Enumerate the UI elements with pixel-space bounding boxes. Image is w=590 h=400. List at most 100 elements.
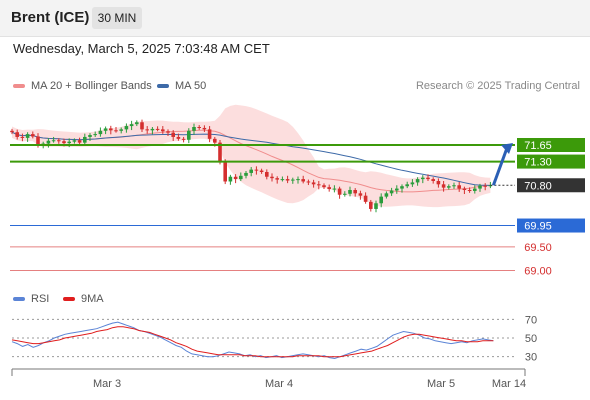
candle-body [181,138,186,140]
projection-arrow-head [501,143,513,154]
candle-body [176,136,181,139]
candle-body [129,124,134,127]
candle-body [124,126,129,130]
candle-body [150,128,155,131]
candle-body [218,142,222,163]
candle-body [389,190,394,194]
candle-body [369,201,373,209]
candle-body [473,188,477,191]
candle-body [244,172,248,176]
candle-body [140,122,144,130]
candle-body [384,193,389,197]
candle-body [10,130,14,133]
level-label-70-80: 70.80 [524,180,552,192]
candle-body [348,190,352,194]
candle-body [197,127,201,128]
candle-body [228,176,233,182]
candle-body [103,128,108,131]
candle-body [405,184,409,187]
copyright-text: Research © 2025 Trading Central [415,80,580,92]
candle-body [317,184,321,186]
candle-body [223,162,227,182]
instrument-title: Brent (ICE) [11,9,90,26]
candle-body [337,188,342,195]
candle-body [25,134,30,138]
candle-body [20,136,25,138]
time-tick-label: Mar 4 [265,378,293,390]
candle-body [332,188,337,190]
legend-rsi-ma: 9MA [63,293,104,305]
candle-body [51,140,56,142]
time-tick-label: Mar 14 [492,378,526,390]
candle-body [410,182,415,185]
candle-body [98,130,103,135]
level-label-71-65: 71.65 [524,140,552,152]
candle-body [379,196,383,204]
candle-body [67,141,71,144]
bollinger-band [12,104,491,208]
ma50-line [11,131,491,186]
rsi-line [11,321,494,360]
top-bar: Brent (ICE) 30 MIN [0,0,590,37]
candle-body [265,172,269,177]
candle-body [285,179,290,181]
candle-body [311,182,316,185]
ma20-swatch [13,84,25,88]
candle-body [88,135,92,137]
candle-body [327,187,331,190]
candle-body [353,190,357,194]
rsi-tick-50: 50 [525,333,537,345]
projection-arrow-shaft [491,147,509,186]
level-tag-69-95 [517,218,585,233]
legend-ma50: MA 50 [157,80,206,92]
candle-body [119,129,123,131]
candle-body [202,127,207,130]
candle-body [296,179,300,181]
candle-body [249,169,253,173]
candle-body [135,122,139,125]
candle-body [452,185,456,187]
rsi-ma-swatch [63,297,75,301]
candle-body [15,132,19,137]
candle-body [239,175,243,180]
candle-body [114,130,118,132]
candle-body [62,141,66,144]
legend-rsi-label: RSI [31,293,50,305]
level-label-69-00: 69.00 [524,266,552,278]
candle-body [275,178,279,180]
candle-body [400,186,404,189]
candle-body [270,176,274,179]
candle-body [31,134,35,137]
candle-body [109,128,113,131]
level-label-69-50: 69.50 [524,242,552,254]
candle-body [192,127,196,131]
candle-body [166,131,170,133]
candle-body [291,179,295,181]
candle-body [483,185,487,187]
level-tag-70-80 [517,178,585,193]
candle-body [187,130,191,140]
candle-body [374,203,378,209]
candle-body [93,134,97,136]
candle-body [467,190,472,191]
candle-body [46,140,51,144]
candle-body [426,177,430,180]
candle-body [301,179,305,182]
candle-body [322,185,326,188]
interval-button[interactable]: 30 MIN [92,7,142,29]
legend-rsi-ma-label: 9MA [81,293,104,305]
candle-body [155,128,160,130]
rsi-tick-30: 30 [525,352,537,364]
legend-rsi: RSI [13,293,49,305]
candle-body [462,188,467,190]
candle-body [363,195,368,202]
candle-body [457,185,461,189]
legend-ma20: MA 20 + Bollinger Bands [13,80,152,92]
rsi-swatch [13,297,25,301]
candle-body [306,181,311,183]
candle-body [233,176,238,180]
ma50-swatch [157,84,169,88]
candle-body [83,136,87,143]
level-tag-71-30 [517,154,585,169]
